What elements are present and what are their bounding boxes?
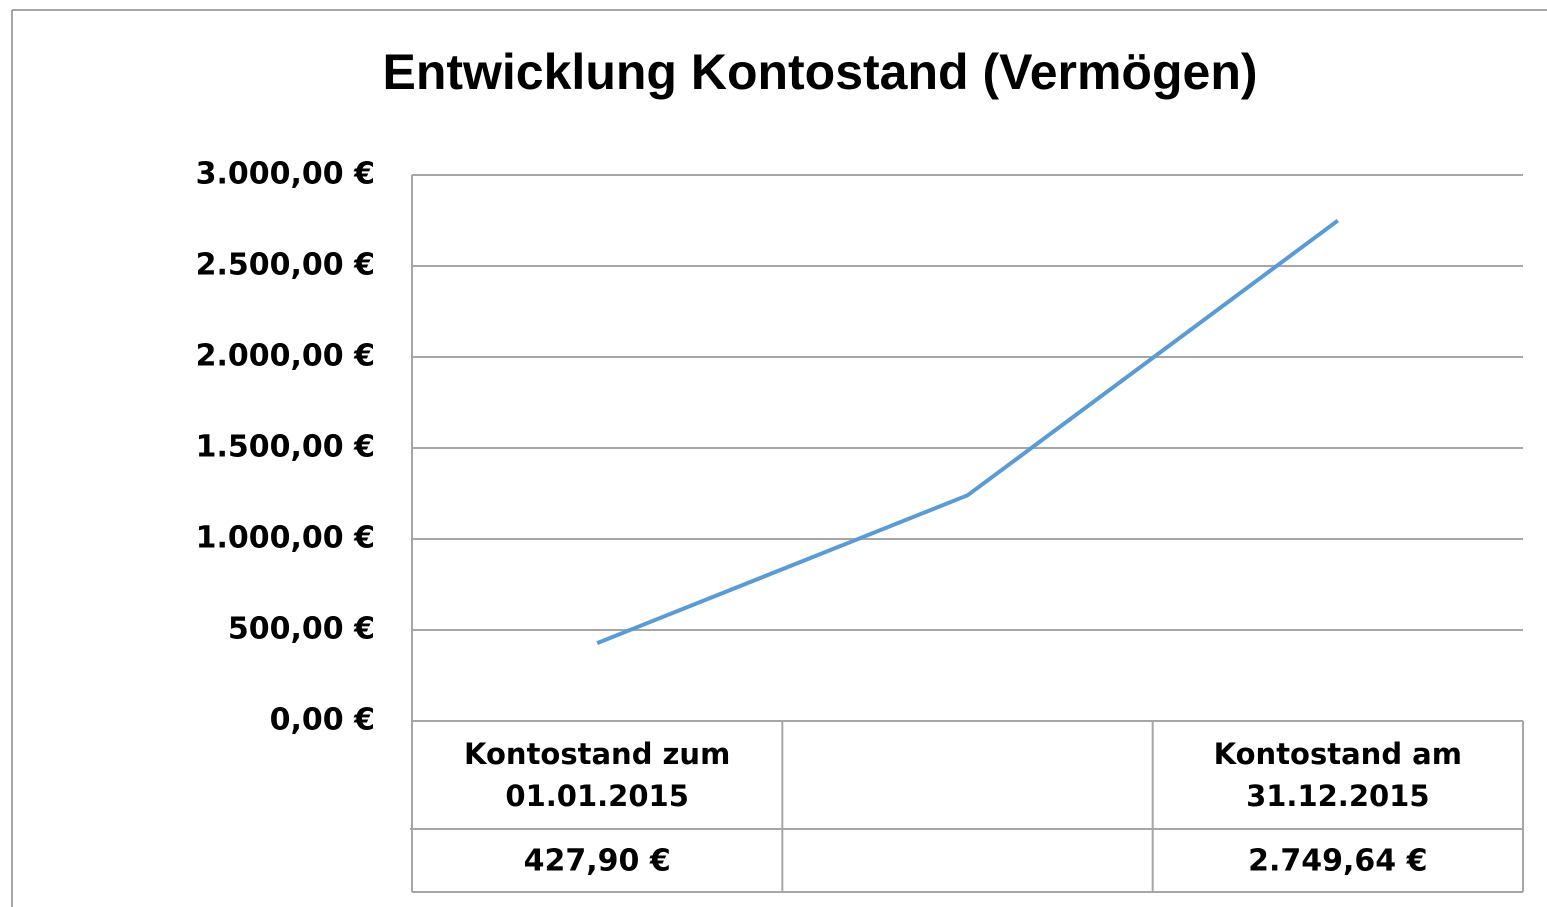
y-tick-label: 500,00 € xyxy=(228,612,375,647)
y-tick-label: 2.000,00 € xyxy=(196,339,375,374)
y-tick-label: 3.000,00 € xyxy=(196,157,375,192)
x-tick-label: Kontostand am 31.12.2015 xyxy=(1213,737,1462,813)
chart-title: Entwicklung Kontostand (Vermögen) xyxy=(382,44,1257,100)
data-table-value: 2.749,64 € xyxy=(1248,844,1427,879)
y-tick-label: 0,00 € xyxy=(270,703,375,738)
line-series xyxy=(596,218,1340,645)
category-cell: Kontostand am 31.12.2015 xyxy=(1213,737,1462,813)
data-table-value: 427,90 € xyxy=(524,844,671,879)
y-tick-label: 2.500,00 € xyxy=(196,248,375,283)
category-cell: Kontostand zum 01.01.2015 xyxy=(464,737,731,813)
y-tick-label: 1.000,00 € xyxy=(196,521,375,556)
y-tick-label: 1.500,00 € xyxy=(196,430,375,465)
x-tick-label: Kontostand zum 01.01.2015 xyxy=(464,737,731,813)
